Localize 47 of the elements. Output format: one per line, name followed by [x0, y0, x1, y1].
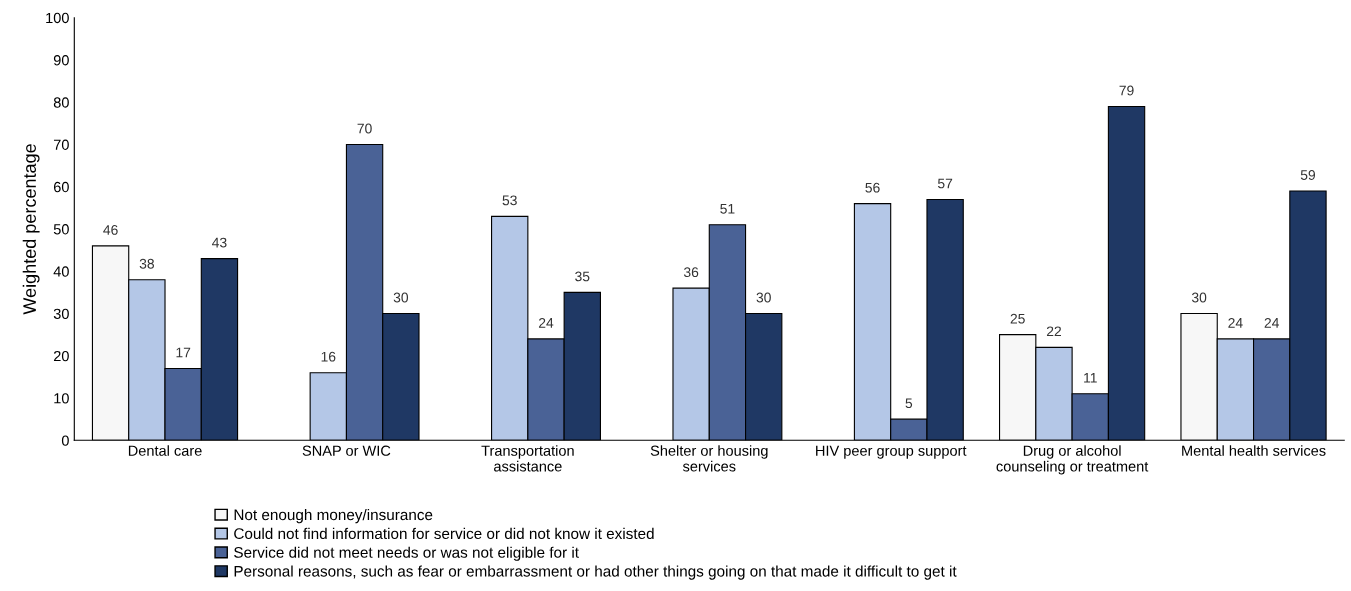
data-label: 17 — [176, 347, 191, 358]
y-tick-label: 50 — [53, 224, 69, 235]
y-tick-label: 100 — [46, 12, 69, 24]
data-label: 46 — [103, 225, 118, 235]
data-label: 51 — [720, 204, 735, 214]
data-label: 56 — [865, 182, 880, 193]
data-label: 24 — [1228, 317, 1243, 328]
data-label: 22 — [1046, 326, 1061, 337]
data-label: 38 — [139, 258, 154, 269]
data-label: 11 — [1084, 373, 1097, 383]
x-tick-label: Mental health services — [1182, 445, 1326, 456]
legend-label: Could not find information for service or did not know it existed — [234, 527, 654, 540]
data-label: 16 — [321, 351, 336, 362]
y-tick-label: 20 — [53, 350, 69, 362]
data-label: 79 — [1119, 85, 1134, 96]
y-tick-label: 40 — [53, 266, 69, 277]
x-tick-label: Drug or alcohol counseling or treatment — [996, 445, 1149, 475]
data-label: 57 — [937, 178, 953, 189]
data-label: 30 — [393, 292, 409, 303]
y-tick-label: 80 — [53, 97, 69, 108]
data-label: 30 — [1191, 292, 1207, 303]
data-label: 70 — [357, 123, 372, 134]
data-label: 25 — [1010, 313, 1025, 324]
x-tick-label: HIV peer group support — [816, 445, 967, 459]
data-label: 43 — [212, 237, 227, 248]
y-tick-label: 30 — [53, 308, 69, 319]
data-label: 30 — [756, 292, 771, 303]
legend-label: Personal reasons, such as fear or embarrassment or had other things going on that made it difficult to get it — [234, 565, 957, 580]
x-tick-label: Transportation assistance — [481, 445, 574, 472]
y-tick-label: 90 — [53, 55, 69, 66]
y-tick-label: 60 — [53, 181, 69, 193]
y-tick-label: 0 — [61, 435, 69, 446]
y-tick-label: 70 — [53, 139, 69, 150]
y-tick-label: 10 — [54, 393, 69, 404]
legend-label: Service did not meet needs or was not eligible for it — [234, 546, 579, 561]
y-axis-title: Weighted percentage — [22, 144, 40, 315]
data-label: 24 — [538, 317, 554, 328]
data-label: 35 — [575, 271, 590, 282]
legend-label: Not enough money/insurance — [234, 508, 433, 524]
x-tick-label: SNAP or WIC — [302, 445, 391, 456]
x-tick-label: Shelter or housing services — [650, 445, 768, 472]
data-label: 5 — [905, 398, 913, 409]
data-label: 24 — [1264, 317, 1279, 328]
x-tick-label: Dental care — [128, 445, 202, 456]
data-label: 36 — [683, 267, 699, 278]
data-label: 59 — [1300, 170, 1316, 180]
data-label: 53 — [502, 195, 517, 206]
